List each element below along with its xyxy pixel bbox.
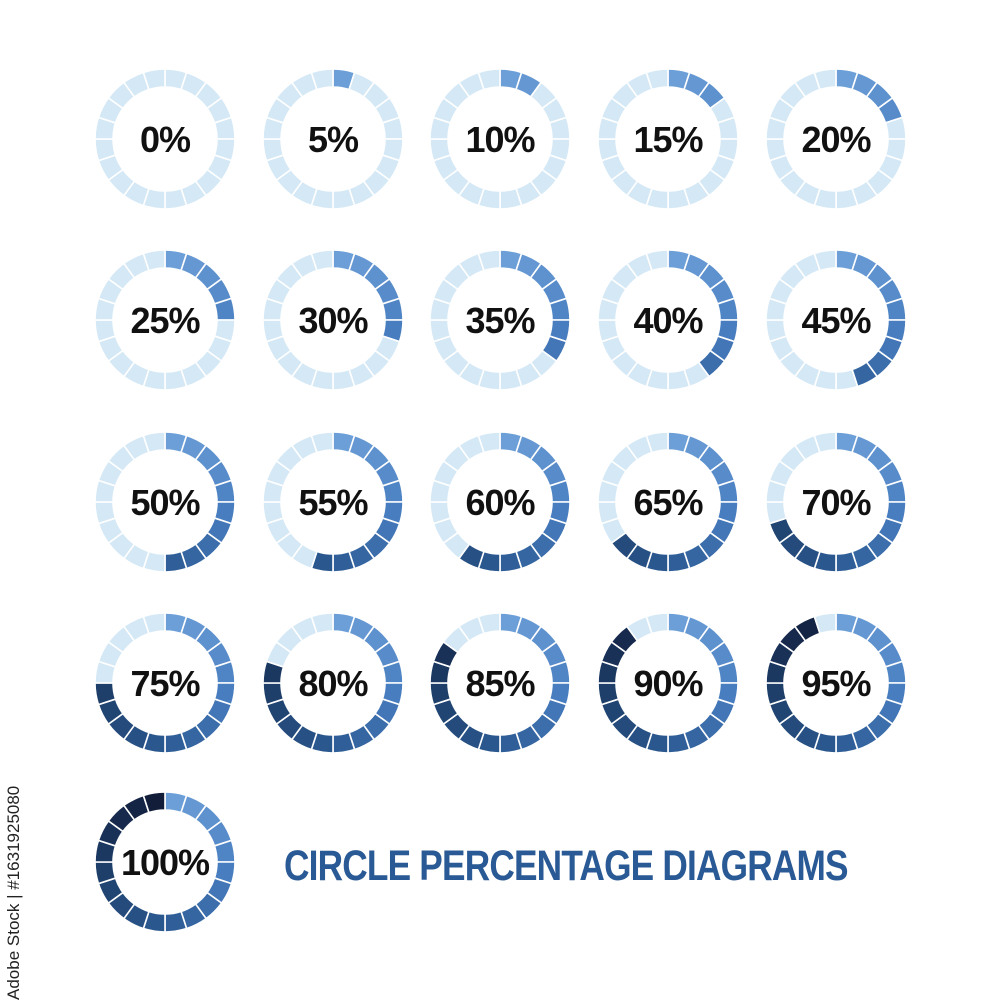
ring-segment-empty (813, 68, 837, 91)
percentage-ring: 30% (262, 249, 404, 391)
percentage-label: 85% (465, 663, 535, 704)
percentage-label: 0% (140, 119, 191, 160)
percentage-label: 95% (801, 663, 871, 704)
percentage-ring: 45% (765, 249, 907, 391)
percentage-label: 50% (130, 482, 200, 523)
percentage-label: 40% (633, 300, 703, 341)
ring-segment-empty (645, 68, 669, 91)
percentage-ring: 50% (94, 431, 236, 573)
headline-title: CIRCLE PERCENTAGE DIAGRAMS (284, 842, 849, 890)
percentage-label: 75% (130, 663, 200, 704)
percentage-label: 35% (465, 300, 535, 341)
percentage-ring: 20% (765, 68, 907, 210)
percentage-ring: 0% (94, 68, 236, 210)
percentage-ring: 35% (429, 249, 571, 391)
ring-segment-empty (142, 431, 166, 454)
percentage-ring: 40% (597, 249, 739, 391)
ring-segment-empty (477, 612, 501, 635)
percentage-ring: 90% (597, 612, 739, 754)
percentage-label: 5% (308, 119, 359, 160)
ring-segment-empty (813, 249, 837, 272)
percentage-ring: 95% (765, 612, 907, 754)
percentage-label: 100% (121, 842, 210, 883)
percentage-label: 65% (633, 482, 703, 523)
percentage-ring: 85% (429, 612, 571, 754)
ring-segment-empty (310, 431, 334, 454)
percentage-label: 60% (465, 482, 535, 523)
ring-segment-empty (645, 249, 669, 272)
percentage-label: 15% (633, 119, 703, 160)
ring-segment-empty (477, 249, 501, 272)
ring-segment-empty (645, 431, 669, 454)
percentage-label: 45% (801, 300, 871, 341)
percentage-ring: 65% (597, 431, 739, 573)
percentage-label: 70% (801, 482, 871, 523)
percentage-ring: 55% (262, 431, 404, 573)
ring-segment-empty (310, 68, 334, 91)
ring-segment-empty (477, 431, 501, 454)
percentage-ring: 75% (94, 612, 236, 754)
percentage-label: 30% (298, 300, 368, 341)
percentage-ring: 10% (429, 68, 571, 210)
percentage-label: 90% (633, 663, 703, 704)
stock-id-caption: Adobe Stock | #1631925080 (4, 785, 23, 1000)
percentage-ring: 80% (262, 612, 404, 754)
ring-segment-empty (813, 431, 837, 454)
percentage-ring: 60% (429, 431, 571, 573)
percentage-ring: 25% (94, 249, 236, 391)
ring-segment-empty (813, 612, 837, 635)
ring-segment-empty (142, 68, 166, 91)
percentage-label: 20% (801, 119, 871, 160)
percentage-label: 10% (465, 119, 535, 160)
percentage-ring: 5% (262, 68, 404, 210)
ring-segment-filled (142, 791, 166, 814)
ring-segment-empty (477, 68, 501, 91)
percentage-ring: 15% (597, 68, 739, 210)
percentage-ring: 100% (94, 791, 236, 933)
ring-segment-empty (645, 612, 669, 635)
ring-segment-empty (310, 249, 334, 272)
percentage-label: 25% (130, 300, 200, 341)
percentage-label: 80% (298, 663, 368, 704)
ring-segment-empty (310, 612, 334, 635)
percentage-label: 55% (298, 482, 368, 523)
ring-segment-empty (142, 249, 166, 272)
percentage-ring: 70% (765, 431, 907, 573)
ring-segment-empty (142, 612, 166, 635)
